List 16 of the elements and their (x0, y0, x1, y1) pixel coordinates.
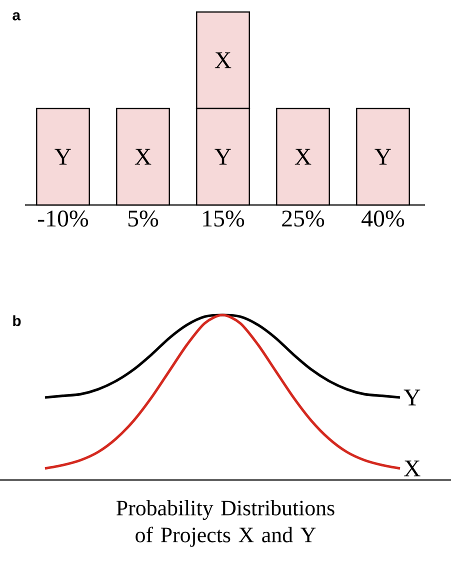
chart-title: a (12, 12, 21, 20)
text: Probability Distributions of Projects X and Y (116, 500, 334, 547)
series-label: X (404, 460, 420, 476)
text: Y (54, 148, 72, 165)
series-label: Y (374, 148, 392, 165)
x-tick-label: 15% (203, 210, 244, 227)
x-tick-label: -10% (38, 210, 88, 227)
series-label: X (294, 148, 312, 165)
x-tick-label: 40% (362, 210, 404, 227)
chart-title: b (13, 315, 21, 326)
text: Y (214, 148, 232, 165)
text: X (134, 148, 152, 165)
text: X (214, 52, 232, 68)
x-tick-label: 5% (128, 210, 158, 227)
series-label: Y (404, 390, 420, 406)
x-tick-label: 25% (282, 210, 324, 227)
